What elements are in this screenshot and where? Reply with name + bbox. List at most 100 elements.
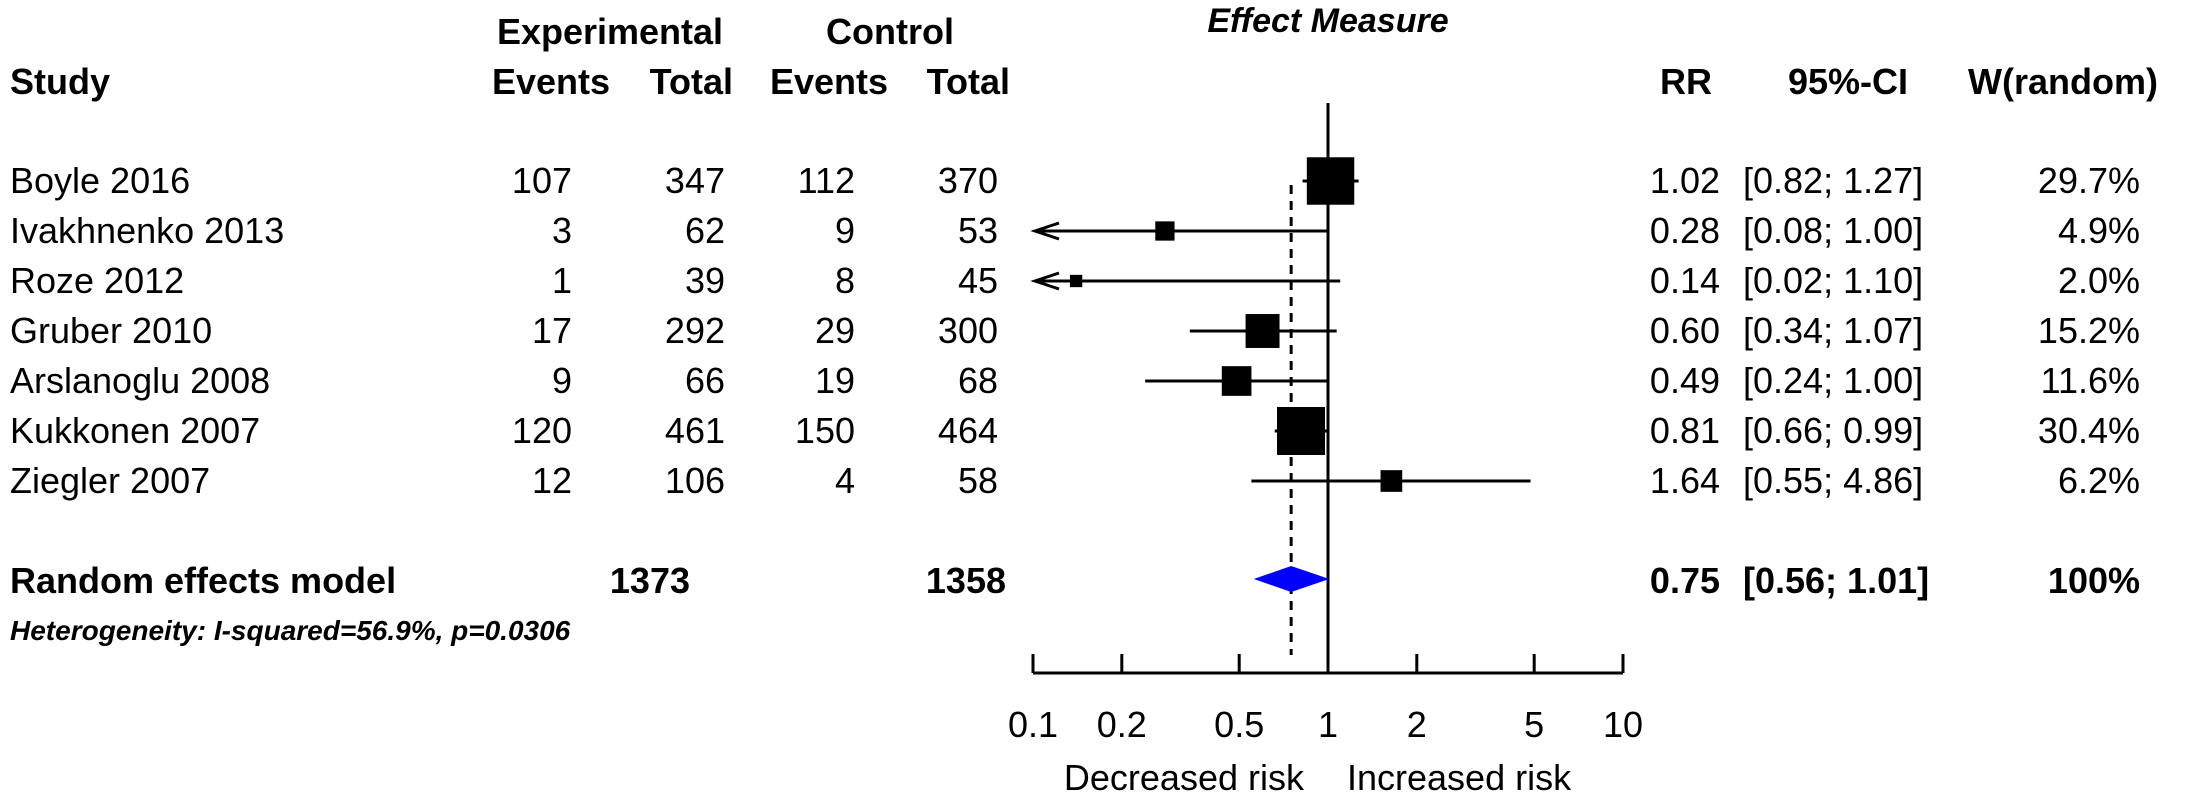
header-study: Study	[10, 61, 110, 102]
rr-value: 0.28	[1650, 210, 1720, 251]
header-experimental: Experimental	[497, 11, 723, 52]
ci-value: [0.55; 4.86]	[1743, 460, 1923, 501]
study-row: Kukkonen 2007 120 461 150 464 0.81 [0.66; 0.99…	[10, 407, 2140, 455]
chart-title: Effect Measure	[1207, 2, 1448, 40]
study-row: Boyle 2016 107 347 112 370 1.02 [0.82; 1.27] 29…	[10, 157, 2140, 205]
x-tick-label: 5	[1524, 704, 1544, 745]
ctl-events: 9	[835, 210, 855, 251]
point-estimate-square	[1221, 366, 1252, 396]
point-estimate-square	[1306, 157, 1355, 205]
header-ci: 95%-CI	[1788, 61, 1908, 102]
exp-total: 106	[665, 460, 725, 501]
rr-value: 0.60	[1650, 310, 1720, 351]
header-rr: RR	[1660, 61, 1712, 102]
study-row: Ziegler 2007 12 106 4 58 1.64 [0.55; 4.86] 6.2%	[10, 460, 2140, 501]
exp-total: 461	[665, 410, 725, 451]
ci-value: [0.02; 1.10]	[1743, 260, 1923, 301]
ctl-events: 19	[815, 360, 855, 401]
exp-total: 62	[685, 210, 725, 251]
exp-total: 292	[665, 310, 725, 351]
x-tick-label: 10	[1603, 704, 1643, 745]
xlabel-right: Increased risk	[1347, 757, 1572, 798]
pooled-rr: 0.75	[1650, 560, 1720, 601]
x-tick-label: 0.5	[1214, 704, 1264, 745]
exp-total: 39	[685, 260, 725, 301]
study-row: Ivakhnenko 2013 3 62 9 53 0.28 [0.08; 1.00] 4.9…	[10, 210, 2140, 251]
exp-events: 12	[532, 460, 572, 501]
point-estimate-square	[1380, 470, 1403, 492]
ctl-events: 29	[815, 310, 855, 351]
pooled-diamond	[1253, 566, 1330, 592]
ci-value: [0.66; 0.99]	[1743, 410, 1923, 451]
point-estimate-square	[1155, 221, 1175, 241]
point-estimate-square	[1069, 274, 1083, 288]
weight-value: 15.2%	[2038, 310, 2140, 351]
ci-value: [0.08; 1.00]	[1743, 210, 1923, 251]
header-ctl-events: Events	[770, 61, 888, 102]
weight-value: 29.7%	[2038, 160, 2140, 201]
x-axis: 0.1 0.2 0.5 1 2 5 10	[1008, 654, 1643, 745]
ctl-events: 112	[798, 160, 855, 201]
study-rows: Boyle 2016 107 347 112 370 1.02 [0.82; 1.27] 29…	[10, 157, 2140, 501]
exp-total: 66	[685, 360, 725, 401]
ctl-total: 58	[958, 460, 998, 501]
ctl-total: 68	[958, 360, 998, 401]
xlabel-left: Decreased risk	[1064, 757, 1305, 798]
pooled-ctl-total: 1358	[926, 560, 1006, 601]
study-name: Gruber 2010	[10, 310, 212, 351]
ci-value: [0.24; 1.00]	[1743, 360, 1923, 401]
study-name: Roze 2012	[10, 260, 184, 301]
header-control: Control	[826, 11, 954, 52]
exp-events: 107	[512, 160, 572, 201]
point-estimate-square	[1277, 407, 1326, 455]
pooled-ci: [0.56; 1.01]	[1743, 560, 1929, 601]
header-ctl-total: Total	[927, 61, 1010, 102]
rr-value: 0.49	[1650, 360, 1720, 401]
point-estimate-square	[1245, 314, 1280, 348]
ctl-total: 300	[938, 310, 998, 351]
exp-events: 3	[552, 210, 572, 251]
ctl-events: 4	[835, 460, 855, 501]
weight-value: 4.9%	[2058, 210, 2140, 251]
study-name: Kukkonen 2007	[10, 410, 260, 451]
exp-events: 1	[552, 260, 572, 301]
ctl-total: 45	[958, 260, 998, 301]
weight-value: 2.0%	[2058, 260, 2140, 301]
study-name: Boyle 2016	[10, 160, 190, 201]
ctl-total: 370	[938, 160, 998, 201]
study-name: Arslanoglu 2008	[10, 360, 270, 401]
ctl-total: 464	[938, 410, 998, 451]
weight-value: 6.2%	[2058, 460, 2140, 501]
ctl-total: 53	[958, 210, 998, 251]
heterogeneity-text: Heterogeneity: I-squared=56.9%, p=0.0306	[10, 615, 571, 646]
exp-events: 17	[532, 310, 572, 351]
ctl-events: 150	[795, 410, 855, 451]
x-tick-label: 1	[1318, 704, 1338, 745]
study-row: Arslanoglu 2008 9 66 19 68 0.49 [0.24; 1.00] 11…	[10, 360, 2140, 401]
header-weight: W(random)	[1968, 61, 2158, 102]
ci-value: [0.34; 1.07]	[1743, 310, 1923, 351]
rr-value: 0.81	[1650, 410, 1720, 451]
exp-events: 120	[512, 410, 572, 451]
pooled-exp-total: 1373	[610, 560, 690, 601]
rr-value: 1.64	[1650, 460, 1720, 501]
ci-arrow-left	[1030, 271, 1060, 291]
pooled-name: Random effects model	[10, 560, 396, 601]
x-tick-label: 0.2	[1097, 704, 1147, 745]
study-row: Gruber 2010 17 292 29 300 0.60 [0.34; 1.07] 15.…	[10, 310, 2140, 351]
weight-value: 11.6%	[2041, 360, 2140, 401]
x-tick-label: 0.1	[1008, 704, 1058, 745]
x-tick-label: 2	[1407, 704, 1427, 745]
ci-arrow-left	[1030, 221, 1060, 241]
weight-value: 30.4%	[2038, 410, 2140, 451]
pooled-weight: 100%	[2048, 560, 2140, 601]
rr-value: 1.02	[1650, 160, 1720, 201]
ci-value: [0.82; 1.27]	[1743, 160, 1923, 201]
header-exp-events: Events	[492, 61, 610, 102]
study-name: Ivakhnenko 2013	[10, 210, 284, 251]
ctl-events: 8	[835, 260, 855, 301]
study-name: Ziegler 2007	[10, 460, 210, 501]
study-row: Roze 2012 1 39 8 45 0.14 [0.02; 1.10] 2.0%	[10, 260, 2140, 301]
exp-events: 9	[552, 360, 572, 401]
